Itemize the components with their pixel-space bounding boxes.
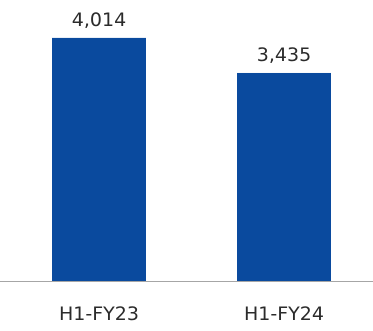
category-label-h1-fy23: H1-FY23 (59, 303, 139, 325)
bar-h1-fy24 (237, 72, 331, 281)
bar-h1-fy23 (52, 37, 146, 282)
value-labels-layer: 4,014 3,435 (72, 9, 311, 66)
category-labels-layer: H1-FY23 H1-FY24 (59, 303, 324, 325)
data-label-h1-fy23: 4,014 (72, 9, 126, 31)
bars-layer (52, 37, 331, 282)
data-label-h1-fy24: 3,435 (257, 44, 311, 66)
category-label-h1-fy24: H1-FY24 (244, 303, 324, 325)
